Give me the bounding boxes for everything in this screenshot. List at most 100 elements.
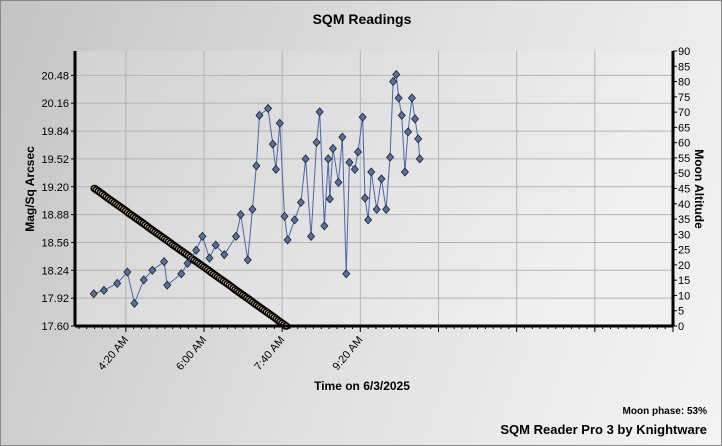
y2-tick-label: 20 <box>678 260 690 272</box>
sqm-point <box>367 167 376 177</box>
y-tick-label: 18.24 <box>41 265 69 277</box>
sqm-point <box>345 157 354 167</box>
sqm-point <box>243 255 252 265</box>
sqm-point <box>163 280 172 290</box>
sqm-point <box>358 112 367 122</box>
sqm-point <box>325 194 334 204</box>
y-tick-label: 17.92 <box>41 293 69 305</box>
sqm-point <box>320 221 329 231</box>
sqm-series <box>89 69 424 308</box>
sqm-point <box>220 250 229 260</box>
y2-tick-label: 70 <box>678 107 690 119</box>
sqm-point <box>255 110 264 121</box>
sqm-point <box>394 93 403 103</box>
y2-tick-label: 80 <box>678 77 690 89</box>
sqm-point <box>99 285 108 295</box>
x-tick-label: 4:20 AM <box>96 334 131 373</box>
sqm-point <box>248 204 257 214</box>
sqm-point <box>353 147 363 157</box>
y2-axis-label: Moon Altitude <box>692 149 706 229</box>
sqm-point <box>312 137 321 147</box>
sqm-point <box>113 278 122 288</box>
sqm-point <box>411 114 420 124</box>
y2-tick-label: 65 <box>678 122 690 134</box>
sqm-point <box>350 164 359 174</box>
sqm-point <box>89 289 98 299</box>
chart-title: SQM Readings <box>313 11 412 27</box>
y2-tick-label: 15 <box>678 275 690 287</box>
y2-tick-label: 30 <box>678 229 690 241</box>
y2-tick-label: 40 <box>678 199 690 211</box>
y-tick-label: 19.84 <box>41 126 69 138</box>
sqm-point <box>198 231 207 241</box>
sqm-point <box>283 235 292 245</box>
y2-tick-label: 0 <box>678 321 684 333</box>
sqm-point <box>364 215 373 225</box>
credit: SQM Reader Pro 3 by Knightware <box>500 422 707 437</box>
y-tick-label: 19.20 <box>41 182 69 194</box>
x-tick-label: 9:20 AM <box>330 334 365 373</box>
sqm-point <box>342 269 351 279</box>
sqm-point <box>205 253 214 263</box>
sqm-point <box>324 154 333 164</box>
sqm-point <box>268 139 277 149</box>
sqm-point <box>307 231 316 241</box>
sqm-point <box>183 258 192 268</box>
sqm-point <box>414 134 423 144</box>
sqm-point <box>139 275 148 285</box>
y-tick-label: 18.88 <box>41 210 69 222</box>
y2-tick-label: 50 <box>678 168 690 180</box>
x-tick-label: 7:40 AM <box>252 334 287 373</box>
sqm-point <box>397 110 406 121</box>
y2-tick-label: 75 <box>678 92 690 104</box>
sqm-point <box>372 204 381 214</box>
sqm-point <box>377 174 386 184</box>
y-tick-label: 18.56 <box>41 237 69 249</box>
y-tick-label: 20.48 <box>41 70 69 82</box>
sqm-point <box>275 118 284 128</box>
sqm-point <box>211 240 220 250</box>
sqm-point <box>334 177 343 188</box>
y2-tick-label: 85 <box>678 61 690 73</box>
sqm-point <box>301 154 310 164</box>
sqm-point <box>403 127 413 137</box>
y2-tick-label: 45 <box>678 184 690 196</box>
sqm-point <box>264 103 273 114</box>
sqm-point <box>123 267 132 277</box>
sqm-point <box>296 197 305 208</box>
sqm-point <box>392 69 401 80</box>
y2-tick-label: 60 <box>678 138 690 150</box>
y2-tick-label: 90 <box>678 46 690 58</box>
sqm-point <box>338 132 347 142</box>
sqm-point <box>177 269 186 279</box>
sqm-point <box>315 107 324 117</box>
sqm-point <box>389 76 398 87</box>
sqm-point <box>400 167 409 177</box>
sqm-point <box>130 298 139 308</box>
sqm-point <box>148 265 157 275</box>
y2-tick-label: 35 <box>678 214 690 226</box>
sqm-point <box>407 93 416 103</box>
y-tick-label: 20.16 <box>41 98 69 110</box>
sqm-point <box>236 210 245 220</box>
sqm-point <box>160 256 169 267</box>
sqm-point <box>271 164 280 174</box>
sqm-point <box>328 143 337 154</box>
sqm-point <box>192 245 201 255</box>
sqm-point <box>231 231 241 241</box>
y2-tick-label: 55 <box>678 153 690 165</box>
sqm-point <box>382 204 391 214</box>
sqm-point <box>385 152 395 162</box>
x-axis-label: Time on 6/3/2025 <box>314 379 410 393</box>
grid <box>75 51 674 327</box>
y2-tick-label: 25 <box>678 245 690 257</box>
sqm-point <box>252 161 261 171</box>
y-tick-label: 17.60 <box>41 321 69 333</box>
sqm-point <box>280 211 289 221</box>
y-tick-label: 19.52 <box>41 154 69 166</box>
moon-phase: Moon phase: 53% <box>623 406 708 417</box>
sqm-point <box>360 193 370 203</box>
x-tick-label: 6:00 AM <box>174 334 209 373</box>
